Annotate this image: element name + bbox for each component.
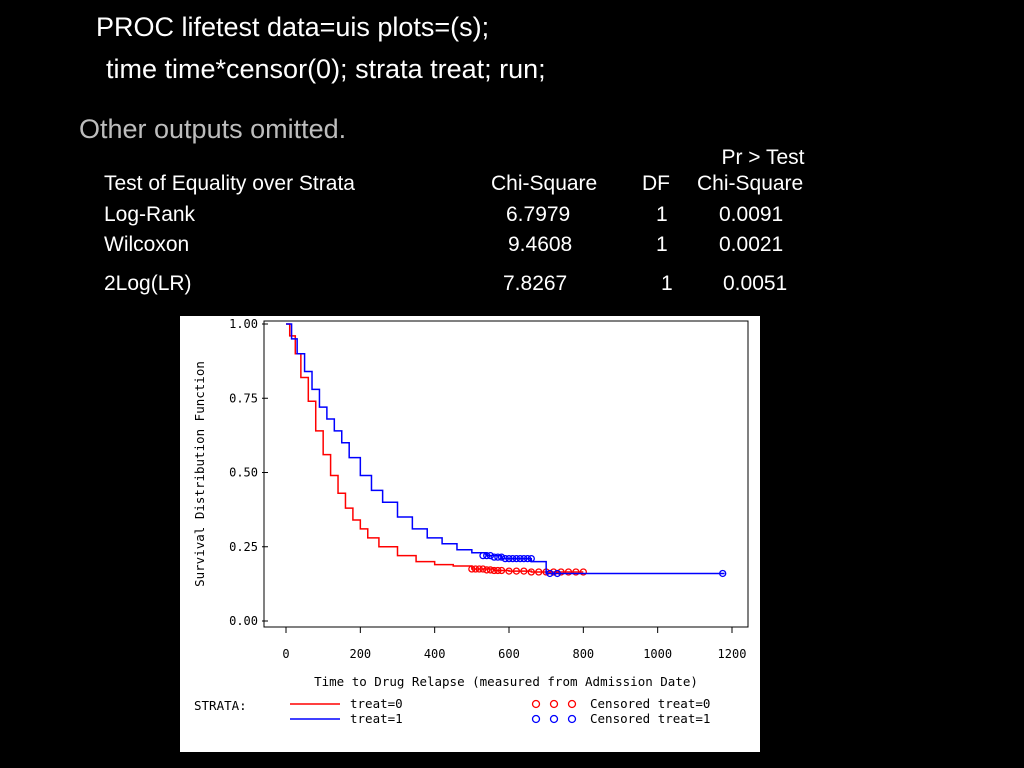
censored-marker-treat-1	[512, 554, 521, 563]
y-tick-label: 0.50	[229, 466, 258, 480]
x-tick-label: 400	[424, 647, 446, 661]
censored-marker-treat-1	[494, 553, 502, 561]
censored-marker-treat-1	[527, 554, 535, 563]
censored-marker-treat-1	[516, 554, 524, 563]
legend-censored-marker	[531, 699, 541, 709]
row-chisq: 6.7979	[506, 203, 571, 226]
censored-marker-treat-0	[468, 565, 476, 573]
x-tick-label: 0	[282, 647, 289, 661]
x-axis-label: Time to Drug Relapse (measured from Admi…	[314, 674, 698, 689]
censored-marker-treat-1	[501, 554, 509, 563]
legend-censored-marker	[531, 714, 541, 724]
censored-marker-treat-0	[549, 568, 558, 576]
censored-marker-treat-0	[505, 567, 513, 575]
legend-censored-label: Censored treat=0	[590, 696, 710, 711]
censored-marker-treat-0	[557, 568, 565, 576]
censored-marker-treat-1	[523, 554, 532, 563]
row-test-name: Wilcoxon	[104, 233, 190, 256]
outputs-omitted-note: Other outputs omitted.	[79, 114, 347, 144]
code-line-1: PROC lifetest data=uis plots=(s);	[96, 12, 490, 42]
censored-marker-treat-0	[471, 565, 480, 573]
censored-marker-treat-0	[579, 568, 587, 576]
censored-marker-treat-0	[475, 565, 483, 573]
censored-marker-treat-0	[535, 568, 543, 576]
censored-marker-treat-1	[479, 552, 487, 560]
y-axis-label: Survival Distribution Function	[192, 361, 207, 587]
censored-marker-treat-1	[490, 553, 498, 561]
legend-censored-marker	[567, 699, 577, 709]
survival-chart-svg: 0.00 0.25 0.50 0.75 1.00 0 200 400 600 800 1000 120…	[192, 317, 749, 726]
censored-marker-treat-0	[490, 566, 498, 575]
row-test-name: Log-Rank	[104, 203, 196, 226]
censored-marker-treat-1	[509, 554, 517, 563]
censored-marker-treat-0	[494, 566, 502, 575]
x-tick-label: 600	[498, 647, 520, 661]
pvalue-header-top: Pr > Test	[721, 146, 805, 169]
censored-marker-treat-0	[479, 565, 487, 573]
legend-censored-marker	[549, 714, 559, 724]
y-tick-label: 0.75	[229, 391, 258, 405]
plot-frame	[263, 320, 749, 628]
row-pvalue: 0.0091	[719, 203, 784, 226]
x-tick-label: 200	[349, 647, 371, 661]
legend-label-treat-1: treat=1	[350, 711, 403, 726]
censored-marker-treat-0	[486, 566, 495, 574]
y-tick-label: 0.00	[229, 614, 258, 628]
legend-title: STRATA:	[194, 698, 247, 713]
survival-line-treat-1	[286, 323, 725, 575]
code-line-2: time time*censor(0); strata treat; run;	[106, 54, 546, 84]
survival-line-treat-0	[286, 323, 584, 573]
row-df: 1	[656, 233, 668, 256]
censored-marker-treat-1	[719, 569, 727, 578]
censored-marker-treat-1	[505, 554, 513, 563]
row-pvalue: 0.0021	[719, 233, 784, 256]
censored-marker-treat-0	[483, 566, 491, 574]
header-pvalue: Chi-Square	[697, 172, 804, 195]
row-chisq: 9.4608	[508, 233, 573, 256]
legend-censored-marker	[567, 714, 577, 724]
censored-marker-treat-0	[564, 568, 573, 576]
row-test-name: 2Log(LR)	[104, 272, 192, 295]
y-tick-label: 1.00	[229, 317, 258, 331]
header-test: Test of Equality over Strata	[104, 172, 355, 195]
censored-marker-treat-0	[520, 567, 528, 575]
row-df: 1	[656, 203, 668, 226]
censored-marker-treat-1	[553, 569, 561, 578]
x-tick-label: 1000	[643, 647, 672, 661]
censored-marker-treat-0	[572, 568, 580, 576]
censored-marker-treat-1	[486, 552, 495, 560]
legend-censored-marker	[549, 699, 559, 709]
header-df: DF	[642, 172, 670, 195]
censored-marker-treat-0	[527, 568, 535, 576]
censored-marker-treat-0	[512, 567, 521, 575]
censored-marker-treat-1	[546, 569, 554, 578]
header-chisq: Chi-Square	[491, 172, 598, 195]
censored-marker-treat-1	[497, 553, 506, 561]
censored-marker-treat-1	[483, 552, 491, 560]
censored-marker-treat-0	[497, 566, 506, 575]
x-tick-label: 1200	[718, 647, 747, 661]
censored-marker-treat-1	[520, 554, 528, 563]
legend-censored-label: Censored treat=1	[590, 711, 710, 726]
survival-plot: 0.00 0.25 0.50 0.75 1.00 0 200 400 600 800 1000 120…	[180, 316, 760, 752]
legend-label-treat-0: treat=0	[350, 696, 403, 711]
row-chisq: 7.8267	[503, 272, 568, 295]
row-pvalue: 0.0051	[723, 272, 788, 295]
y-tick-label: 0.25	[229, 540, 258, 554]
row-df: 1	[661, 272, 673, 295]
x-tick-label: 800	[572, 647, 594, 661]
